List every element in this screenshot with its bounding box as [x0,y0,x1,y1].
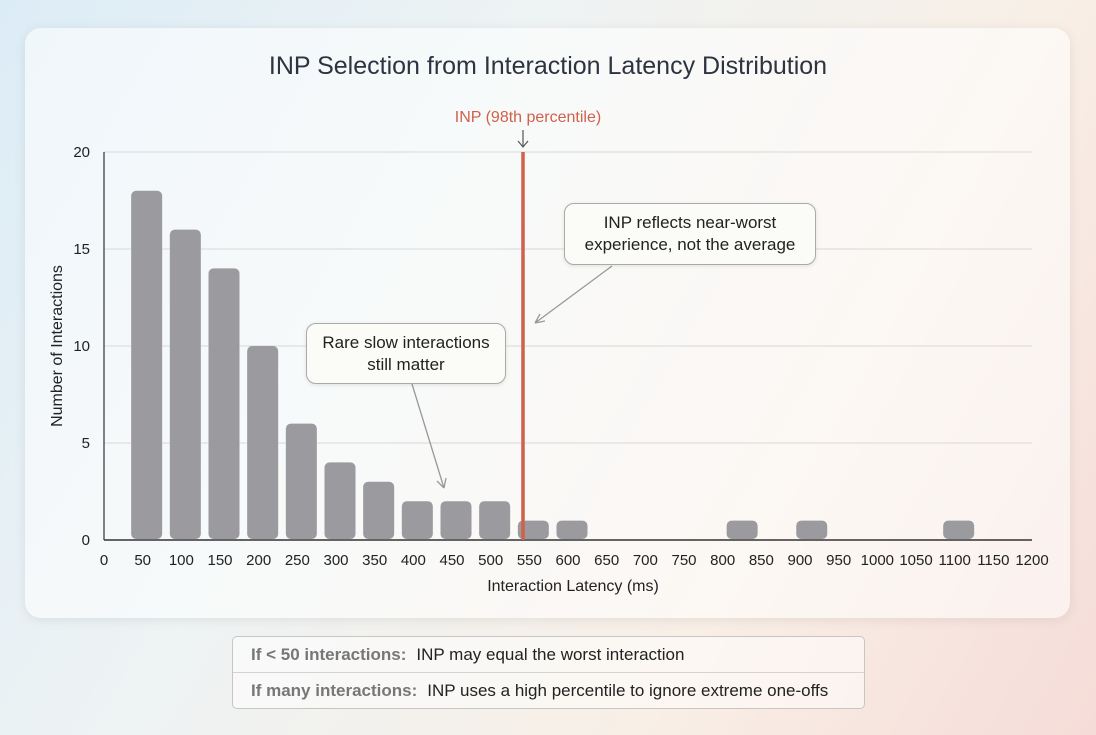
histogram-bar [556,520,588,539]
explanation-row: If < 50 interactions: INP may equal the w… [233,637,864,672]
explanation-table: If < 50 interactions: INP may equal the w… [232,636,865,709]
histogram-bar [247,346,279,539]
x-tick-label: 250 [285,552,310,569]
x-tick-label: 1200 [1015,552,1048,569]
x-tick-label: 100 [169,552,194,569]
y-tick-label: 5 [82,435,90,452]
histogram-bar [440,501,472,539]
explanation-row: If many interactions: INP uses a high per… [233,672,864,708]
x-tick-label: 400 [401,552,426,569]
chart-title: INP Selection from Interaction Latency D… [268,52,828,80]
x-tick-label: 800 [710,552,735,569]
x-tick-label: 550 [517,552,542,569]
histogram-bar [796,520,828,539]
row-label: If many interactions: [251,681,418,700]
x-tick-label: 600 [555,552,580,569]
histogram-bar [726,520,758,539]
callout-rare-slow: Rare slow interactions still matter [306,323,506,384]
down-arrow-icon [517,130,529,148]
histogram-bar [943,520,975,539]
y-tick-label: 15 [73,241,90,258]
x-tick-label: 750 [671,552,696,569]
callout-line: experience, not the average [584,235,796,254]
inp-marker-label: INP (98th percentile) [455,109,601,126]
histogram-bar [479,501,511,539]
histogram-bar [208,268,240,539]
x-tick-label: 450 [439,552,464,569]
y-tick-label: 20 [73,144,90,161]
x-tick-label: 0 [100,552,108,569]
x-tick-label: 50 [134,552,151,569]
y-tick-label: 0 [82,532,90,549]
x-tick-label: 200 [246,552,271,569]
callout-line: INP reflects near-worst [603,213,777,232]
x-tick-label: 1150 [977,552,1009,569]
x-tick-label: 1100 [939,552,971,569]
x-tick-label: 650 [594,552,619,569]
row-text: INP may equal the worst interaction [416,645,685,664]
histogram-bar [285,423,317,539]
histogram-bar [131,190,163,540]
histogram-bar [363,481,395,539]
x-tick-label: 900 [787,552,812,569]
x-tick-label: 1050 [899,552,932,569]
x-tick-label: 300 [323,552,348,569]
x-tick-label: 850 [749,552,774,569]
histogram-bar [517,520,549,539]
x-tick-label: 1000 [861,552,894,569]
callout-pointer [411,383,447,489]
x-tick-label: 500 [478,552,503,569]
row-label: If < 50 interactions: [251,645,407,664]
x-tick-label: 350 [362,552,387,569]
callout-line: Rare slow interactions [322,333,490,352]
callout-pointer [534,265,613,324]
x-tick-label: 700 [633,552,658,569]
x-tick-label: 950 [826,552,851,569]
callout-near-worst: INP reflects near-worst experience, not … [564,203,816,265]
histogram-bar [324,462,356,539]
histogram-bar [401,501,433,539]
row-text: INP uses a high percentile to ignore ext… [427,681,829,700]
y-axis-label: Number of Interactions [49,265,66,427]
histogram-bar [169,229,201,539]
x-tick-label: 150 [207,552,232,569]
callout-line: still matter [367,355,445,374]
x-axis-label: Interaction Latency (ms) [487,578,659,595]
y-tick-label: 10 [73,338,90,355]
